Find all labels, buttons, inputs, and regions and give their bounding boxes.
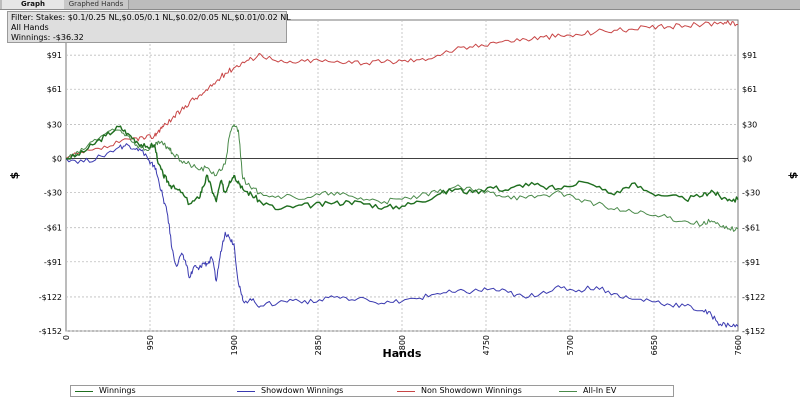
tab-bar: Graph Graphed Hands [0,0,800,10]
y-tick-label-left: -$152 [39,327,62,336]
x-tick-label: 4750 [482,335,491,355]
y-tick-label-right: -$122 [742,293,765,302]
x-tick-label: 0 [62,335,71,340]
filter-text: Filter: Stakes: $0.1/0.25 NL,$0.05/0.1 N… [11,13,291,22]
y-tick-label-right: $61 [742,85,757,94]
legend-label-allin-ev: All-In EV [583,386,617,395]
y-tick-label-right: -$91 [742,258,760,267]
y-tick-label-left: $61 [47,85,62,94]
legend-label-winnings: Winnings [99,386,136,395]
legend-swatch-showdown [237,391,255,392]
hands-filter-text: All Hands [11,23,49,32]
x-tick-label: 6650 [650,335,659,355]
plot-area [65,19,739,332]
non-showdown-winnings-line [65,20,738,159]
y-tick-label-right: -$152 [742,327,765,336]
y-tick-label-left: $91 [47,51,62,60]
filter-info-box: Filter: Stakes: $0.1/0.25 NL,$0.05/0.1 N… [7,11,291,43]
tab-graphed-hands[interactable]: Graphed Hands [64,0,129,9]
y-tick-label-right: $91 [742,51,757,60]
legend-label-showdown: Showdown Winnings [261,386,344,395]
y-tick-label-right: $30 [742,120,757,129]
winnings-line [65,125,739,211]
y-tick-label-right: $0 [742,154,752,163]
y-tick-label-left: $30 [47,120,62,129]
y-tick-label-left: $0 [52,154,62,163]
y-tick-label-left: -$61 [44,224,62,233]
y-tick-label-left: -$91 [44,258,62,267]
y-axis-title-left: $ [8,172,21,180]
legend-swatch-winnings [75,391,93,392]
legend-swatch-non-showdown [397,391,415,392]
y-axis-title-right: $ [787,172,800,180]
x-tick-label: 950 [146,335,155,350]
showdown-winnings-line [65,143,739,328]
winnings-total-text: Winnings: -$36.32 [11,33,84,42]
legend-label-non-showdown: Non Showdown Winnings [421,386,522,395]
y-tick-label-left: -$30 [44,189,62,198]
y-tick-label-left: -$122 [39,293,62,302]
x-tick-label: 5700 [566,335,575,355]
y-tick-label-right: -$61 [742,224,760,233]
y-tick-label-right: -$30 [742,189,760,198]
x-tick-label: 3800 [398,335,407,355]
x-tick-label: 7600 [734,335,743,355]
x-tick-label: 1900 [230,335,239,355]
x-tick-label: 2850 [314,335,323,355]
chart-legend: Winnings Showdown Winnings Non Showdown … [70,385,674,397]
x-axis-title: Hands [383,347,422,360]
legend-swatch-allin-ev [559,391,577,392]
allin-ev-line [65,123,739,232]
